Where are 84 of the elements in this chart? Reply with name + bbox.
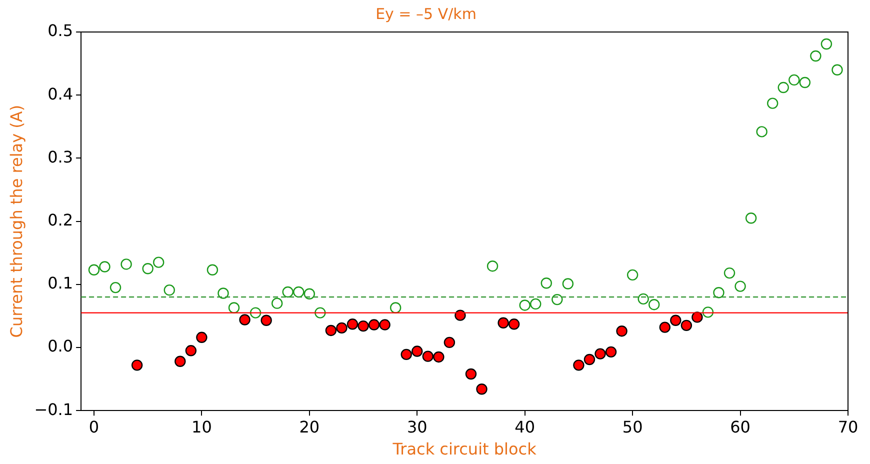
chart-title: Ey = –5 V/km xyxy=(376,4,476,23)
point xyxy=(368,319,380,330)
point xyxy=(680,320,692,332)
point xyxy=(810,50,822,62)
point xyxy=(519,300,530,311)
x-tick-label: 50 xyxy=(622,417,643,436)
point xyxy=(196,332,208,344)
point xyxy=(422,350,434,362)
point xyxy=(778,82,789,94)
point xyxy=(444,336,456,348)
point xyxy=(713,287,724,298)
point xyxy=(540,278,552,289)
point xyxy=(832,64,843,76)
point xyxy=(594,348,606,360)
point xyxy=(638,293,649,305)
point xyxy=(476,384,488,395)
point xyxy=(325,324,337,336)
point xyxy=(626,269,638,281)
point xyxy=(206,264,218,276)
point xyxy=(670,314,682,326)
point xyxy=(293,286,304,298)
point xyxy=(584,354,596,366)
point xyxy=(734,280,746,292)
point xyxy=(692,312,703,323)
y-tick-label: 0.3 xyxy=(48,147,74,166)
point xyxy=(218,288,229,299)
point xyxy=(153,256,164,268)
point xyxy=(239,314,250,326)
x-tick-label: 60 xyxy=(730,417,750,436)
point xyxy=(260,314,272,326)
point xyxy=(358,320,369,332)
x-tick-label: 40 xyxy=(514,417,536,436)
point xyxy=(174,356,186,367)
point xyxy=(131,360,143,371)
point xyxy=(379,319,390,330)
x-axis-title: Track circuit block xyxy=(392,440,538,459)
point xyxy=(110,282,122,294)
y-tick-label: 0.5 xyxy=(48,21,74,40)
point xyxy=(99,261,110,272)
point xyxy=(336,322,348,334)
y-tick-label: 0.2 xyxy=(48,210,74,230)
point xyxy=(228,302,240,314)
point xyxy=(724,267,736,279)
point xyxy=(486,260,498,272)
point xyxy=(820,38,832,50)
point xyxy=(282,286,294,298)
point xyxy=(304,288,316,300)
point xyxy=(465,368,477,380)
point xyxy=(799,76,811,88)
y-tick-label: 0.0 xyxy=(48,336,74,356)
point xyxy=(648,298,660,310)
point xyxy=(562,278,574,290)
point xyxy=(346,318,358,330)
point xyxy=(120,258,132,270)
point xyxy=(530,298,542,310)
point xyxy=(185,345,197,356)
point xyxy=(412,346,423,357)
y-tick-label: 0.4 xyxy=(48,84,74,104)
y-axis-title: Current through the relay (A) xyxy=(6,104,26,338)
y-tick-label: −0.1 xyxy=(34,400,74,419)
point xyxy=(552,294,563,306)
point xyxy=(142,263,154,274)
point xyxy=(745,212,757,224)
point xyxy=(767,98,778,109)
point xyxy=(573,360,584,371)
point xyxy=(88,264,100,276)
point xyxy=(164,284,175,296)
point xyxy=(616,325,628,337)
point xyxy=(498,317,509,328)
point xyxy=(788,74,800,86)
point xyxy=(605,346,617,358)
x-tick-label: 0 xyxy=(88,417,100,436)
point xyxy=(508,318,520,330)
point xyxy=(756,126,768,138)
x-tick-label: 70 xyxy=(838,417,858,436)
point xyxy=(659,322,670,333)
point xyxy=(272,298,283,309)
x-tick-label: 20 xyxy=(299,417,320,436)
point xyxy=(433,351,444,363)
y-tick-label: 0.1 xyxy=(48,274,74,293)
point xyxy=(390,302,402,314)
point xyxy=(400,348,412,360)
x-tick-label: 30 xyxy=(406,417,428,436)
x-tick-label: 10 xyxy=(192,417,212,436)
